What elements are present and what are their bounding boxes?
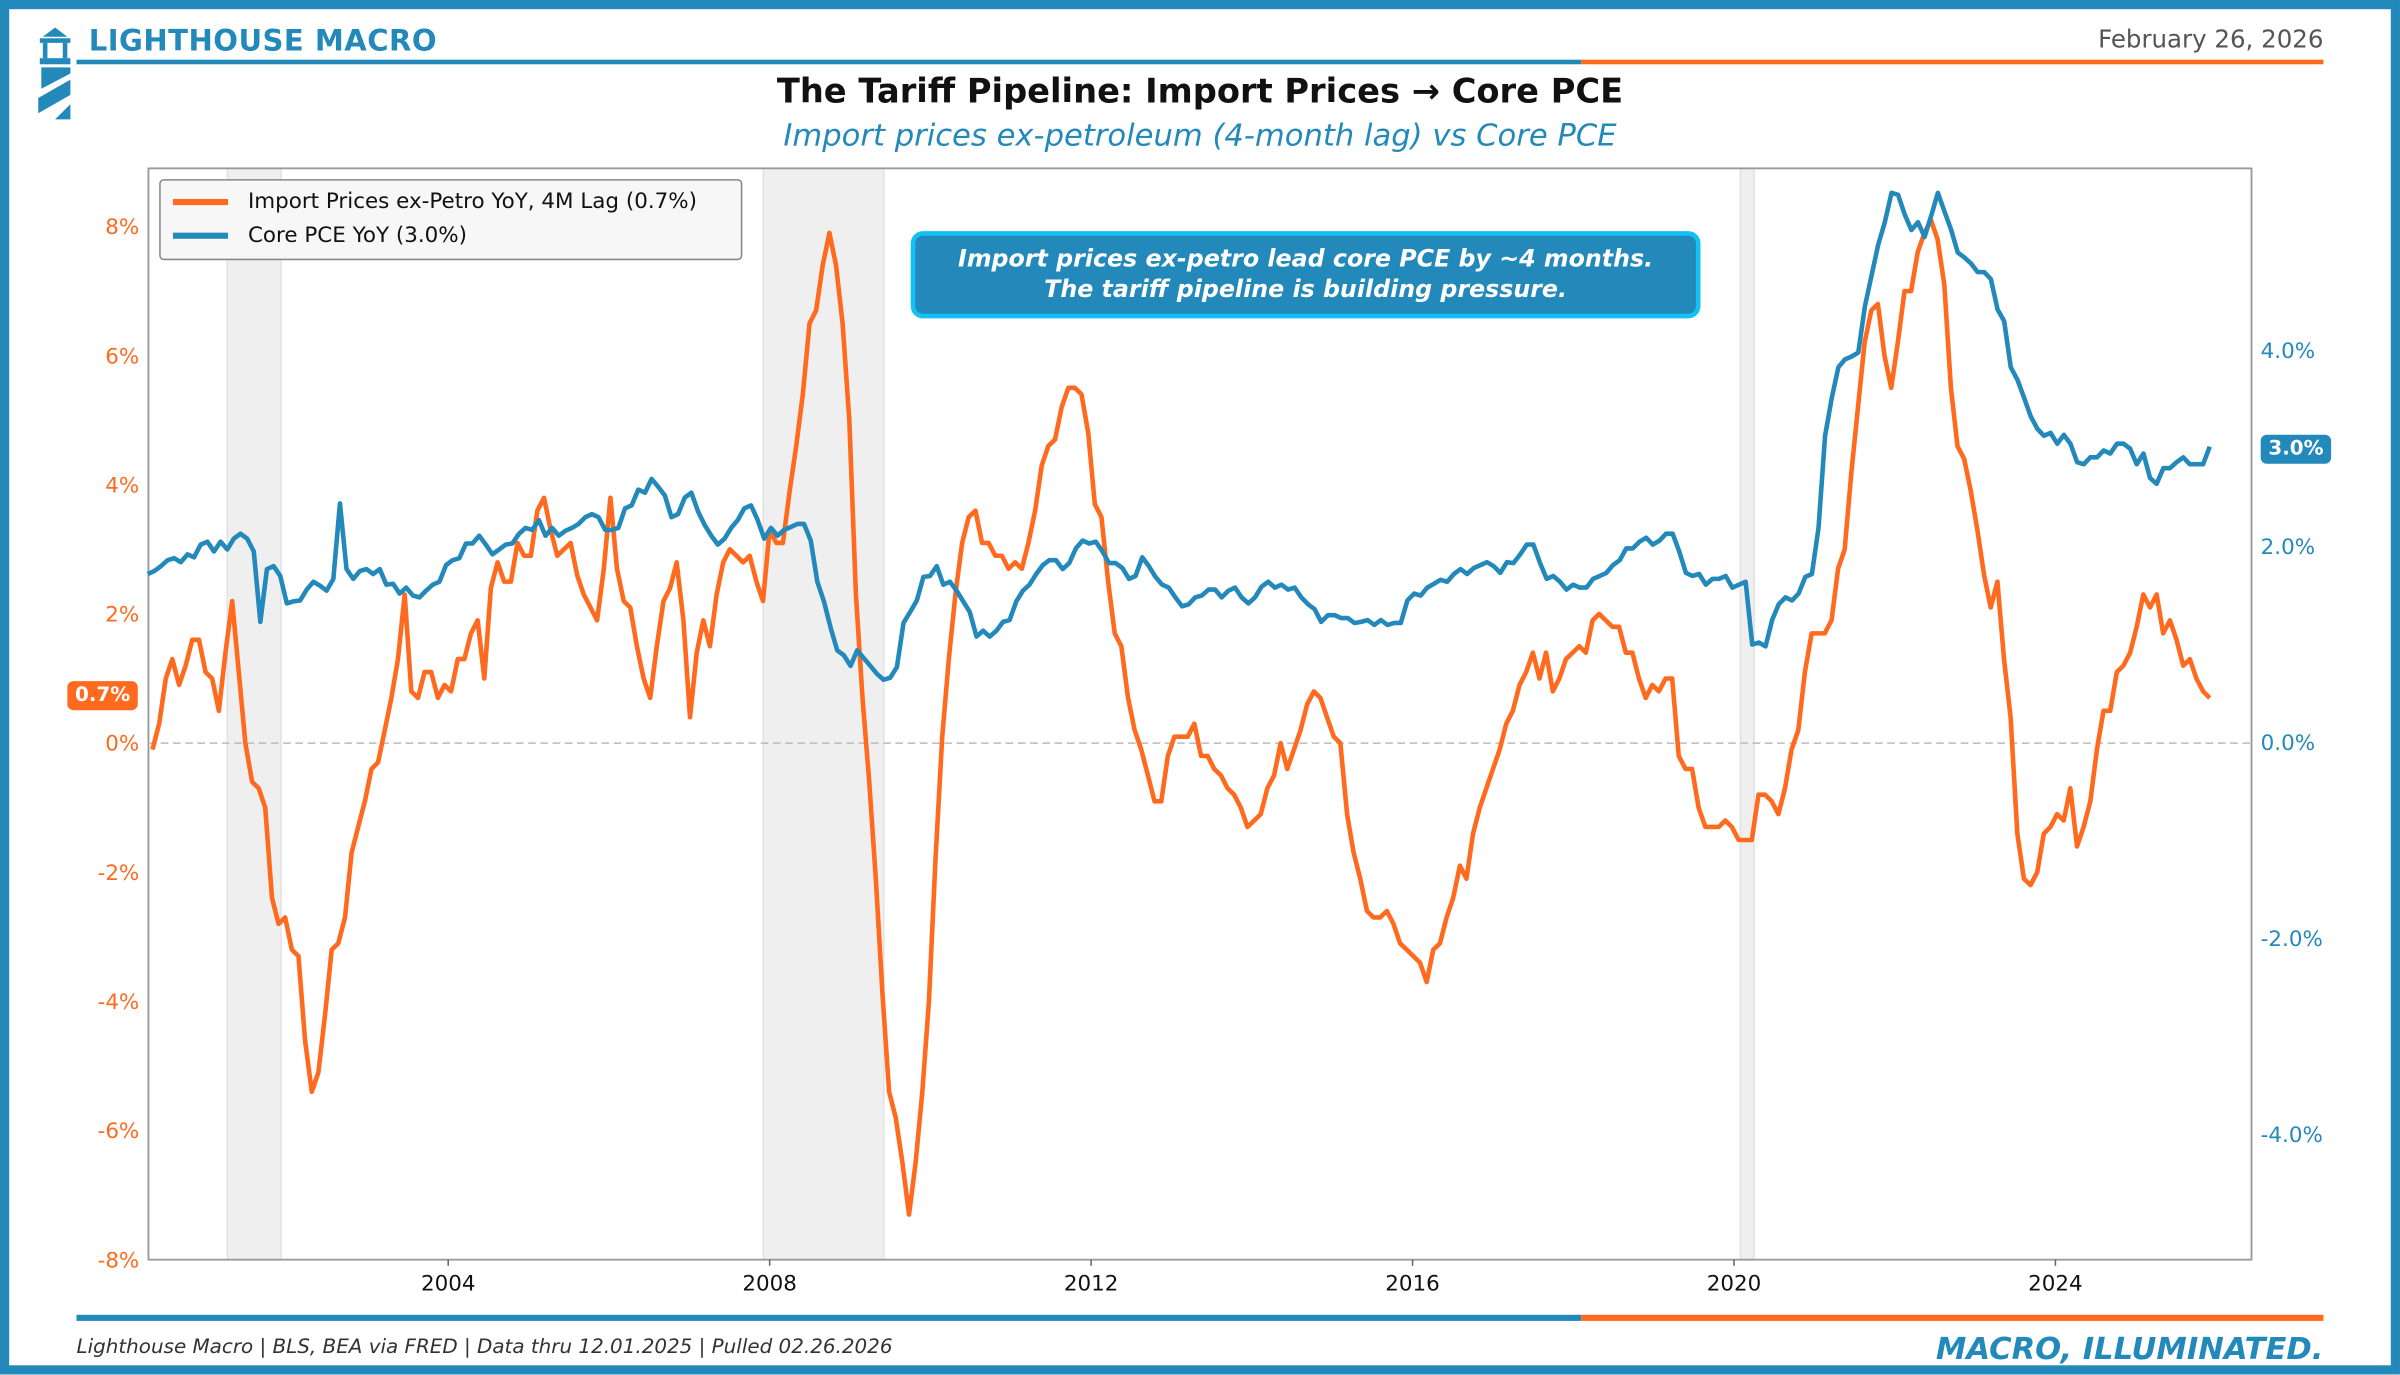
x-tick-label: 2004 [421,1271,475,1296]
x-tick-label: 2016 [1385,1271,1439,1296]
legend-label: Import Prices ex-Petro YoY, 4M Lag (0.7%… [247,189,698,215]
x-tick-label: 2008 [742,1271,796,1296]
annotation-line-1: Import prices ex-petro lead core PCE by … [958,244,1654,273]
lighthouse-logo-icon [38,27,71,120]
left-axis-tick-label: -6% [98,1119,140,1144]
left-axis-tick-label: 4% [105,473,139,498]
annotation-box: Import prices ex-petro lead core PCE by … [910,231,1701,319]
tagline: MACRO, ILLUMINATED. [1935,1330,2324,1367]
last-value-badge-right: 3.0% [2260,434,2332,464]
left-axis-tick-label: -4% [98,990,140,1015]
right-axis-tick-label: 4.0% [2261,339,2315,364]
source-note: Lighthouse Macro | BLS, BEA via FRED | D… [76,1336,893,1360]
core-pce-line [146,190,2212,683]
brand-name: LIGHTHOUSE MACRO [88,24,438,59]
chart-subtitle: Import prices ex-petroleum (4-month lag)… [783,116,1617,154]
recession-band [1739,167,1755,1261]
legend-swatch-blue [172,232,229,239]
right-axis-tick-label: -4.0% [2261,1123,2323,1148]
left-axis-tick-label: 0% [105,732,139,757]
x-tick-label: 2020 [1707,1271,1761,1296]
right-axis-tick-label: 0.0% [2261,731,2315,756]
x-tick-label: 2012 [1064,1271,1118,1296]
footer-rule-blue [76,1314,1582,1321]
right-axis-tick-label: -2.0% [2261,927,2323,952]
annotation-line-2: The tariff pipeline is building pressure… [1044,275,1568,304]
legend-swatch-orange [172,198,229,206]
left-axis-tick-label: 8% [105,215,139,240]
left-axis-tick-label: 2% [105,603,139,628]
recession-band [226,167,282,1261]
legend-label: Core PCE YoY (3.0%) [247,223,468,248]
left-axis-tick-label: -8% [98,1248,140,1273]
plot-frame [147,167,2253,1261]
header-rule-orange [1581,59,2324,65]
header-rule-blue [76,59,1582,65]
x-tick-label: 2024 [2028,1271,2082,1296]
import-prices-line [150,217,2212,1217]
chart-legend: Import Prices ex-Petro YoY, 4M Lag (0.7%… [159,179,743,261]
left-axis-tick-label: -2% [98,861,140,886]
right-axis-tick-label: 2.0% [2261,535,2315,560]
legend-item-core-pce: Core PCE YoY (3.0%) [172,220,468,251]
left-axis-tick-label: 6% [105,344,139,369]
report-date: February 26, 2026 [2098,24,2324,54]
footer-rule-orange [1581,1314,2324,1321]
last-value-badge-left: 0.7% [67,681,138,711]
legend-item-import-prices: Import Prices ex-Petro YoY, 4M Lag (0.7%… [172,187,698,218]
chart-title: The Tariff Pipeline: Import Prices → Cor… [776,73,1624,112]
